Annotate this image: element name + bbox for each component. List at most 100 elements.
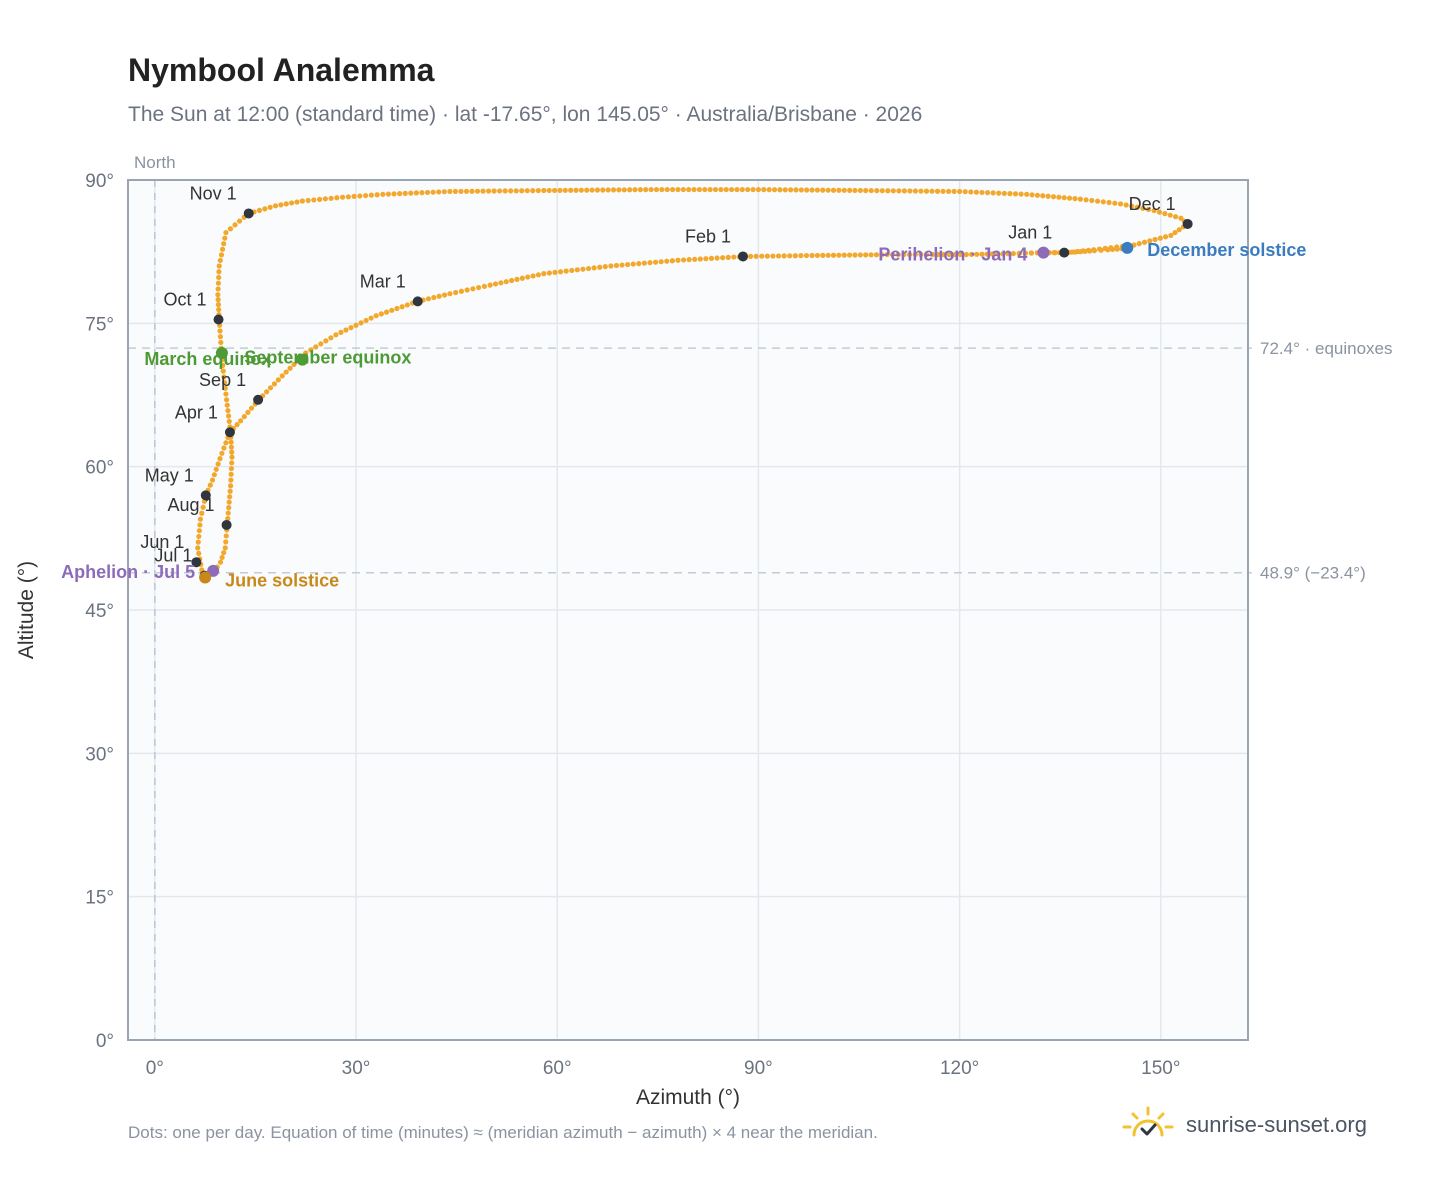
daily-sun-dot <box>328 195 334 201</box>
daily-sun-dot <box>278 202 284 208</box>
month-label: Feb 1 <box>685 226 731 246</box>
month-label: Aug 1 <box>168 495 215 515</box>
daily-sun-dot <box>509 277 515 284</box>
daily-sun-dot <box>197 522 203 528</box>
event-label: December solstice <box>1147 240 1306 260</box>
daily-sun-dot <box>380 191 386 197</box>
daily-sun-dot <box>513 188 519 194</box>
daily-sun-dot <box>399 304 405 310</box>
daily-sun-dot <box>1052 250 1058 256</box>
daily-sun-dot <box>632 187 638 193</box>
daily-sun-dot <box>557 269 564 275</box>
daily-sun-dot <box>222 235 228 241</box>
daily-sun-dot <box>777 187 783 193</box>
month-label: Apr 1 <box>175 402 218 422</box>
daily-sun-dot <box>1056 194 1062 200</box>
daily-sun-dot <box>227 226 234 232</box>
daily-sun-dot <box>211 472 217 478</box>
daily-sun-dot <box>720 255 726 261</box>
daily-sun-dot <box>984 190 991 196</box>
daily-sun-dot <box>220 368 226 374</box>
daily-sun-dot <box>234 422 240 428</box>
daily-sun-dot <box>764 253 770 259</box>
daily-sun-dot <box>895 251 901 258</box>
daily-sun-dot <box>728 186 735 193</box>
daily-sun-dot <box>502 188 508 194</box>
month-marker <box>200 490 211 501</box>
daily-sun-dot <box>686 257 692 263</box>
daily-sun-dot <box>1172 214 1179 220</box>
daily-sun-dot <box>216 263 222 269</box>
daily-sun-dot <box>747 253 754 259</box>
daily-sun-dot <box>308 347 314 353</box>
y-tick-label: 30° <box>85 744 114 765</box>
daily-sun-dot <box>1040 193 1046 199</box>
daily-sun-dot <box>753 253 759 259</box>
daily-sun-dot <box>197 516 204 522</box>
daily-sun-dot <box>348 325 354 331</box>
daily-sun-dot <box>697 256 703 262</box>
reference-label: 72.4° · equinoxes <box>1260 339 1393 358</box>
event-marker <box>1037 246 1050 259</box>
daily-sun-dot <box>207 482 213 488</box>
daily-sun-dot <box>923 251 930 258</box>
sun-logo-icon <box>1122 1106 1174 1137</box>
daily-sun-dot <box>798 187 804 193</box>
daily-sun-dot <box>227 494 233 500</box>
daily-sun-dot <box>497 188 503 194</box>
daily-sun-dot <box>264 389 270 395</box>
daily-sun-dot <box>984 251 990 257</box>
daily-sun-dot <box>311 197 317 203</box>
daily-sun-dot <box>317 196 323 202</box>
daily-sun-dot <box>557 187 563 193</box>
daily-sun-dot <box>226 418 232 425</box>
daily-sun-dot <box>322 196 328 202</box>
daily-sun-dot <box>238 418 244 424</box>
daily-sun-dot <box>1136 241 1142 247</box>
brand-link[interactable]: sunrise-sunset.org <box>1120 1100 1367 1150</box>
daily-sun-dot <box>675 186 681 193</box>
daily-sun-dot <box>458 188 464 194</box>
daily-sun-dot <box>787 253 793 259</box>
daily-sun-dot <box>1152 236 1158 243</box>
daily-sun-dot <box>1022 250 1028 256</box>
daily-sun-dot <box>755 186 762 193</box>
daily-sun-dot <box>283 369 289 375</box>
event-label: Aphelion · Jul 5 <box>61 562 195 582</box>
daily-sun-dot <box>725 254 731 260</box>
daily-sun-dot <box>739 186 745 193</box>
daily-sun-dot <box>929 188 935 194</box>
daily-sun-dot <box>703 256 709 262</box>
daily-sun-dot <box>441 189 447 195</box>
daily-sun-dot <box>973 189 979 195</box>
daily-sun-dot <box>447 188 453 195</box>
daily-sun-dot <box>1108 245 1114 251</box>
daily-sun-dot <box>889 251 896 258</box>
daily-sun-dot <box>343 327 349 333</box>
chart-subtitle: The Sun at 12:00 (standard time) · lat -… <box>128 103 923 126</box>
daily-sun-dot <box>702 186 708 193</box>
x-tick-label: 120° <box>940 1058 979 1079</box>
daily-sun-dot <box>535 272 542 278</box>
x-axis-label: Azimuth (°) <box>636 1086 740 1109</box>
daily-sun-dot <box>578 187 584 193</box>
daily-sun-dot <box>283 201 289 207</box>
daily-sun-dot <box>228 439 234 445</box>
plot-frame <box>127 179 1249 1041</box>
daily-sun-dot <box>1001 190 1007 196</box>
daily-sun-dot <box>1145 206 1152 213</box>
daily-sun-dot <box>272 203 279 209</box>
daily-sun-dot <box>630 261 636 267</box>
daily-sun-dot <box>219 450 225 456</box>
daily-sun-dot <box>217 334 224 340</box>
daily-sun-dot <box>334 195 340 201</box>
daily-sun-dot <box>223 229 229 236</box>
x-tick-label: 60° <box>543 1058 572 1079</box>
daily-sun-dot <box>463 188 470 194</box>
daily-sun-dot <box>1083 197 1089 203</box>
daily-sun-dot <box>245 409 251 415</box>
daily-sun-dot <box>1016 250 1022 256</box>
daily-sun-dot <box>313 344 319 350</box>
daily-sun-dot <box>653 186 660 193</box>
daily-sun-dot <box>1162 211 1168 217</box>
